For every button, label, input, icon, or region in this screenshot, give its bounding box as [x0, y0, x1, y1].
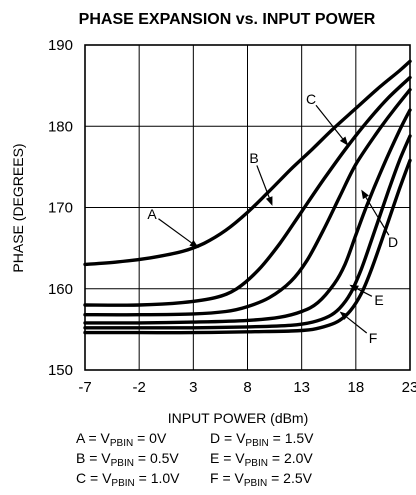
callout-line-f: [346, 316, 368, 334]
callout-group: A B C D E F: [147, 91, 398, 346]
callout-arrow-f: [339, 311, 349, 320]
series-group: [83, 59, 412, 335]
curve-label-a: A: [147, 206, 157, 222]
x-tick-label: 8: [243, 379, 251, 396]
callout-line-c: [315, 104, 344, 140]
y-axis-label: PHASE (DEGREES): [10, 143, 26, 272]
x-tick-label: 3: [189, 379, 197, 396]
y-tick-label: 160: [48, 281, 73, 298]
curve-label-b: B: [249, 150, 258, 166]
x-tick-label: 13: [293, 379, 310, 396]
y-tick-label: 170: [48, 200, 73, 217]
chart-title: PHASE EXPANSION vs. INPUT POWER: [79, 11, 376, 28]
curve-label-d: D: [388, 234, 398, 250]
legend-item-f: F = VPBIN = 2.5V: [210, 470, 313, 489]
plot-frame: [84, 44, 411, 371]
tick-labels: -7 -2 3 8 13 18 23 150 160 170 180 190: [48, 37, 416, 396]
legend: A = VPBIN = 0VB = VPBIN = 0.5VC = VPBIN …: [76, 430, 314, 489]
grid: [84, 44, 411, 371]
x-tick-label: 18: [347, 379, 364, 396]
legend-item-c: C = VPBIN = 1.0V: [76, 470, 180, 489]
callout-line-d: [365, 197, 390, 236]
legend-item-d: D = VPBIN = 1.5V: [210, 430, 314, 449]
series-line-e: [83, 134, 412, 330]
legend-item-b: B = VPBIN = 0.5V: [76, 450, 179, 469]
series-line-f: [83, 158, 412, 335]
callout-line-b: [256, 165, 270, 198]
y-tick-label: 180: [48, 118, 73, 135]
callout-arrow-e: [349, 284, 359, 292]
curve-label-e: E: [374, 292, 383, 308]
callout-line-e: [357, 288, 373, 297]
legend-item-a: A = VPBIN = 0V: [76, 430, 167, 449]
callout-arrow-b: [265, 196, 273, 206]
curve-label-f: F: [369, 330, 378, 346]
callout-arrow-c: [339, 136, 349, 146]
callout-arrow-a: [189, 239, 199, 249]
series-line-b: [83, 75, 412, 307]
y-tick-label: 150: [48, 362, 73, 379]
legend-item-e: E = VPBIN = 2.0V: [210, 450, 313, 469]
callout-line-a: [158, 218, 192, 244]
x-tick-label: -2: [132, 379, 145, 396]
series-line-a: [83, 59, 412, 267]
series-line-c: [83, 88, 412, 317]
x-tick-label: -7: [78, 379, 91, 396]
series-line-d: [83, 108, 412, 325]
x-axis-label: INPUT POWER (dBm): [168, 410, 309, 426]
x-tick-label: 23: [402, 379, 416, 396]
y-tick-label: 190: [48, 37, 73, 54]
callout-arrow-d: [361, 189, 369, 200]
curve-label-c: C: [306, 91, 316, 107]
